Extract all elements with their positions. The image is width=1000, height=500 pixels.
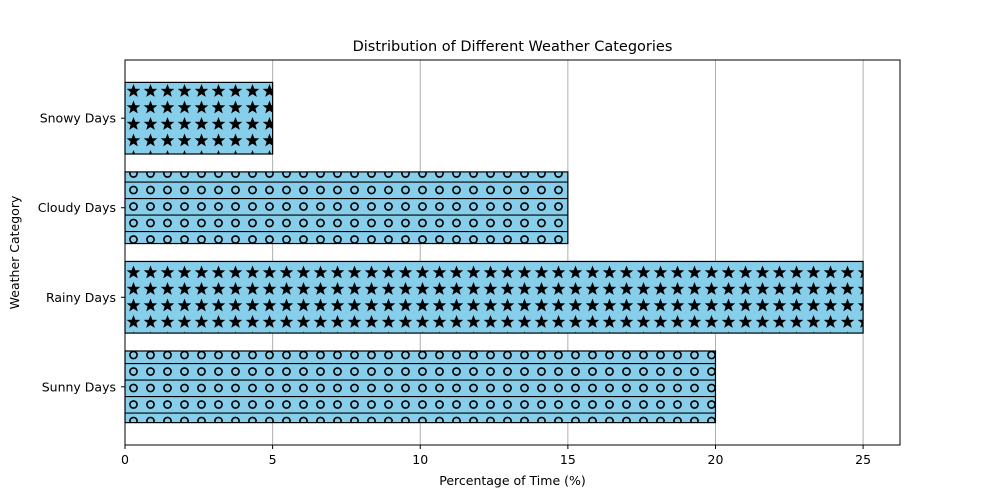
plot-area-frame bbox=[124, 59, 901, 446]
y-axis-ticks: Sunny Days Rainy Days Cloudy Days Snowy Day… bbox=[38, 111, 125, 394]
bar-cloudy-days bbox=[124, 171, 569, 245]
y-tick-label: Rainy Days bbox=[46, 290, 116, 305]
x-axis-label: Percentage of Time (%) bbox=[439, 473, 586, 488]
x-tick-label: 5 bbox=[269, 452, 277, 467]
bar-snowy-days bbox=[124, 81, 274, 155]
x-tick-label: 25 bbox=[855, 452, 871, 467]
x-tick-label: 15 bbox=[560, 452, 576, 467]
y-axis-label: Weather Category bbox=[7, 195, 22, 309]
x-axis-ticks: 0 5 10 15 20 25 bbox=[121, 445, 871, 467]
x-tick-label: 20 bbox=[708, 452, 724, 467]
y-tick-label: Sunny Days bbox=[42, 379, 116, 394]
x-tick-label: 10 bbox=[412, 452, 428, 467]
bar-sunny-days bbox=[124, 350, 717, 424]
y-tick-label: Cloudy Days bbox=[38, 200, 116, 215]
bar-rainy-days bbox=[124, 260, 864, 334]
x-tick-label: 0 bbox=[121, 452, 129, 467]
chart-title: Distribution of Different Weather Catego… bbox=[353, 39, 673, 55]
y-tick-label: Snowy Days bbox=[40, 111, 116, 126]
bars bbox=[124, 81, 864, 424]
